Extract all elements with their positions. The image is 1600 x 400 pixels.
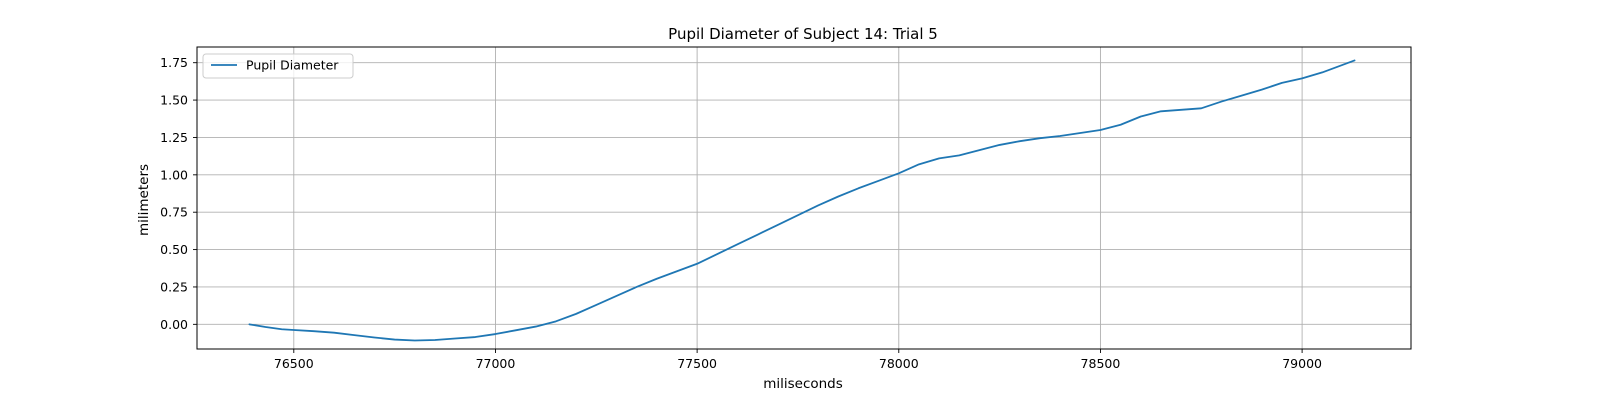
- axis-ticks: 76500 77000 77500 78000 78500 79000 0.00 0.25 0.…: [160, 55, 1322, 371]
- y-tick-label: 1.25: [160, 130, 188, 145]
- y-tick-label: 0.75: [160, 205, 188, 220]
- x-tick-label: 78500: [1081, 356, 1121, 371]
- y-tick-label: 1.00: [160, 167, 188, 182]
- y-tick-label: 1.50: [160, 93, 188, 108]
- y-tick-label: 0.50: [160, 242, 188, 257]
- legend-box: [202, 53, 354, 79]
- x-tick-label: 78000: [879, 356, 919, 371]
- chart-title: Pupil Diameter of Subject 14: Trial 5: [668, 25, 938, 43]
- x-tick-label: 77500: [677, 356, 717, 371]
- x-tick-label: 76500: [274, 356, 314, 371]
- series-line-pupil-diameter: [248, 59, 1356, 342]
- legend: Pupil Diameter: [202, 53, 354, 79]
- y-axis-label: milimeters: [136, 164, 152, 236]
- grid-lines: [197, 47, 1411, 349]
- legend-label-pupil-diameter: Pupil Diameter: [246, 58, 339, 73]
- x-tick-label: 77000: [476, 356, 516, 371]
- x-axis-label: miliseconds: [763, 376, 843, 392]
- plot-area-frame: [196, 46, 1412, 350]
- series-layer: [248, 59, 1356, 342]
- y-tick-label: 1.75: [160, 55, 188, 70]
- x-tick-label: 79000: [1282, 356, 1322, 371]
- y-tick-label: 0.25: [160, 279, 188, 294]
- y-tick-label: 0.00: [160, 317, 188, 332]
